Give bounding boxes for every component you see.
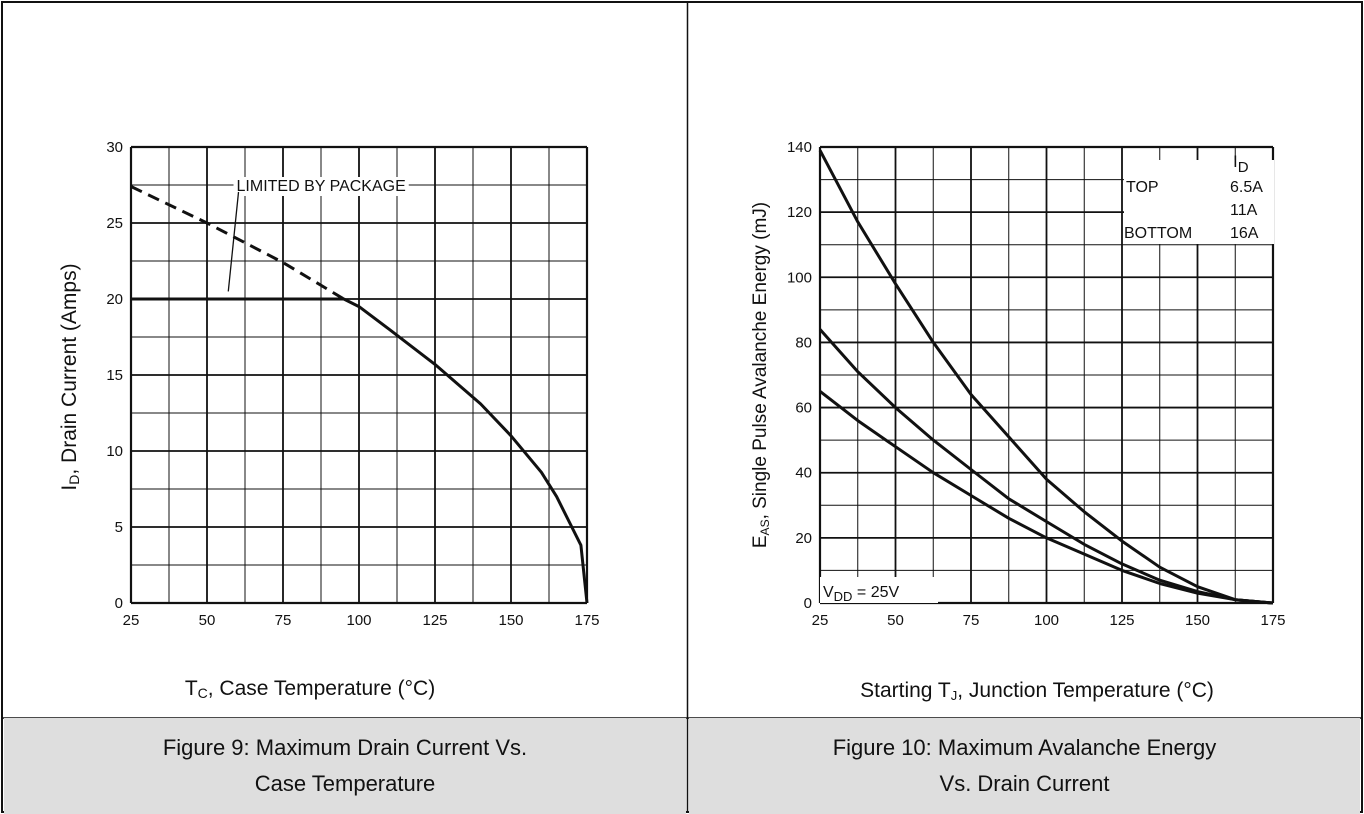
annotation-leader-line	[227, 191, 240, 292]
y-tick-label: 40	[795, 465, 812, 482]
chart10-x-axis-label: Starting TJ, Junction Temperature (°C)	[860, 679, 1214, 703]
legend-value-11a: 11A	[1230, 202, 1258, 219]
figure-10-caption-line2: Vs. Drain Current	[939, 771, 1110, 796]
y-tick-label: 20	[106, 291, 123, 308]
figure-10-caption-line1: Figure 10: Maximum Avalanche Energy	[832, 735, 1217, 760]
y-tick-label: 60	[795, 400, 812, 417]
chart-max-avalanche-energy: 25 50 75 100 125 150 175 0 20 40 60 80 100 120 140 ID …	[750, 139, 1286, 703]
y-tick-label: 100	[787, 269, 812, 286]
chart9-y-axis-label: ID, Drain Current (Amps)	[58, 263, 82, 490]
figure-10-caption: Figure 10: Maximum Avalanche Energy Vs. …	[689, 718, 1360, 814]
figure-9-caption: Figure 9: Maximum Drain Current Vs. Case…	[4, 718, 686, 814]
series-line-dashed	[130, 185, 345, 301]
y-tick-label: 80	[795, 334, 812, 351]
x-tick-label: 100	[1034, 612, 1059, 629]
y-tick-label: 15	[106, 367, 123, 384]
x-tick-label: 50	[887, 612, 904, 629]
legend-value-16a: 16A	[1230, 225, 1259, 242]
vdd-label: VDD = 25V	[823, 584, 899, 604]
x-tick-label: 125	[1109, 612, 1134, 629]
x-tick-label: 125	[422, 612, 447, 629]
chart9-x-axis-label: TC, Case Temperature (°C)	[185, 677, 435, 701]
chart10-gridlines	[818, 145, 1275, 605]
chart9-series	[130, 185, 589, 604]
annotation-background	[233, 177, 409, 196]
y-tick-label: 25	[106, 215, 123, 232]
legend-background	[1124, 160, 1274, 244]
figure-9-caption-line1: Figure 9: Maximum Drain Current Vs.	[162, 735, 528, 760]
x-tick-label: 175	[1260, 612, 1285, 629]
chart9-annotation: LIMITED BY PACKAGE	[227, 177, 409, 292]
x-tick-label: 25	[123, 612, 140, 629]
x-tick-label: 150	[1185, 612, 1210, 629]
x-tick-label: 100	[346, 612, 371, 629]
y-tick-label: 10	[106, 443, 123, 460]
y-tick-label: 20	[795, 530, 812, 547]
y-tick-label: 0	[115, 595, 123, 612]
chart10-vdd-annotation: VDD = 25V	[820, 577, 938, 604]
y-tick-label: 30	[106, 139, 123, 156]
chart-max-drain-current: 25 50 75 100 125 150 175 0 5 10 15 20 25 30 LIMITED B…	[58, 139, 600, 701]
limited-by-package-label: LIMITED BY PACKAGE	[237, 178, 406, 195]
x-tick-label: 75	[963, 612, 980, 629]
chart9-gridlines	[129, 145, 589, 605]
x-tick-label: 150	[498, 612, 523, 629]
x-tick-label: 75	[275, 612, 292, 629]
x-tick-label: 25	[812, 612, 829, 629]
series-line-6-5a	[818, 149, 1274, 605]
x-tick-label: 50	[199, 612, 216, 629]
series-line-16a	[819, 390, 1274, 605]
x-tick-label: 175	[574, 612, 599, 629]
legend-label-top: TOP	[1126, 179, 1159, 196]
chart10-y-axis-label: EAS, Single Pulse Avalanche Energy (mJ)	[750, 202, 772, 548]
series-line-11a	[818, 328, 1274, 605]
chart10-series	[818, 149, 1274, 605]
legend-header: ID	[1233, 152, 1249, 176]
legend-value-6-5a: 6.5A	[1230, 179, 1263, 196]
chart10-legend: ID TOP 6.5A 11A BOTTOM 16A	[1124, 152, 1274, 244]
y-tick-label: 140	[787, 139, 812, 156]
chart9-tick-labels: 25 50 75 100 125 150 175 0 5 10 15 20 25 30	[106, 139, 599, 629]
y-tick-label: 5	[115, 519, 123, 536]
legend-label-bottom: BOTTOM	[1124, 225, 1192, 242]
series-line-solid	[131, 297, 589, 604]
y-tick-label: 0	[804, 595, 812, 612]
chart10-tick-labels: 25 50 75 100 125 150 175 0 20 40 60 80 100 120 140	[787, 139, 1286, 629]
y-tick-label: 120	[787, 204, 812, 221]
figure-9-caption-line2: Case Temperature	[254, 771, 436, 796]
